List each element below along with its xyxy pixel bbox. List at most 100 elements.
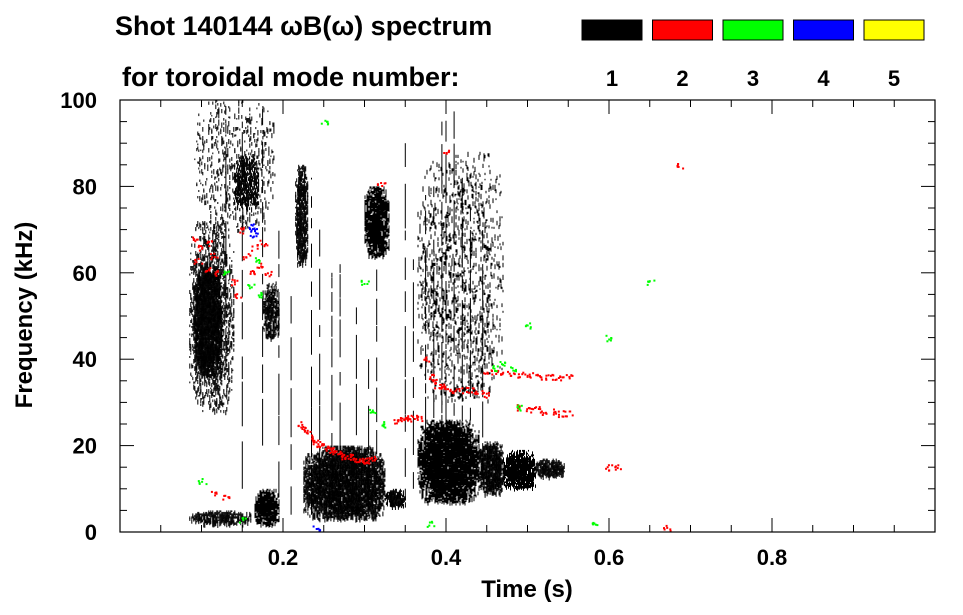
spectrum-cell-mode-1 [230,516,232,519]
spectrum-cell-mode-1 [302,227,304,232]
spectrum-cell-mode-1 [202,381,204,386]
spectrum-cell-mode-1 [199,308,201,310]
spectrum-cell-mode-1 [210,350,212,353]
spectrum-cell-mode-1 [306,496,308,500]
spectrum-cell-mode-1 [268,523,270,528]
spectrum-cell-mode-1 [213,383,215,385]
spectrum-cell-mode-1 [297,191,299,196]
spectrum-cell-mode-1 [232,275,234,279]
spectrum-cell-mode-1 [221,374,223,377]
spectrum-cell-mode-1 [303,164,305,168]
spectrum-cell-mode-1 [191,318,193,324]
spectrum-cell-mode-1 [266,523,268,527]
spectrum-cell-mode-1 [220,224,222,226]
spectrum-cell-mode-1 [202,342,204,347]
spectrum-cell-mode-1 [195,519,197,525]
spectrum-cell-mode-1 [209,287,211,289]
spectrum-cell-mode-1 [209,324,211,327]
spectrum-cell-mode-1 [207,393,209,397]
spectrum-cell-mode-1 [217,360,219,365]
spectrum-cell-mode-1 [207,333,209,335]
spectrum-cell-mode-1 [215,402,217,407]
spectrum-cell-mode-1 [303,508,305,514]
spectrum-cell-mode-1 [247,160,249,166]
spectrum-cell-mode-1 [267,517,269,520]
spectrum-cell-mode-1 [211,358,213,362]
spectrum-cell-mode-1 [310,493,312,496]
spectrum-cell-mode-1 [223,389,225,392]
spectrum-cell-mode-1 [305,226,307,229]
spectrum-cell-mode-1 [265,494,267,497]
spectrum-cell-mode-1 [304,176,306,180]
spectrum-cell-mode-1 [215,380,217,384]
spectrum-cell-mode-1 [243,159,245,162]
spectrum-cell-mode-1 [272,335,274,339]
spectrum-cell-mode-1 [219,369,221,375]
spectrum-cell-mode-1 [217,246,219,249]
spectrum-cell-mode-1 [197,283,199,287]
spectrum-cell-mode-1 [230,360,232,365]
spectrum-cell-mode-1 [303,238,305,242]
spectrum-cell-mode-1 [302,223,304,226]
spectrum-cell-mode-1 [295,199,297,203]
spectrum-cell-mode-1 [189,333,191,336]
spectrum-cell-mode-1 [208,369,210,372]
spectrum-cell-mode-1 [213,278,215,283]
spectrum-cell-mode-1 [215,360,217,364]
spectrum-cell-mode-1 [255,180,257,183]
spectrum-cell-mode-1 [252,162,254,165]
spectrum-cell-mode-1 [267,296,269,300]
spectrum-cell-mode-1 [211,282,213,284]
spectrum-cell-mode-1 [214,522,216,527]
spectrum-cell-mode-1 [212,306,214,309]
spectrum-cell-mode-1 [216,292,218,295]
spectrum-cell-mode-1 [203,268,205,274]
spectrum-cell-mode-1 [198,302,200,305]
spectrum-cell-mode-1 [196,308,198,313]
spectrum-cell-mode-1 [249,165,251,168]
spectrum-cell-mode-1 [297,220,299,223]
spectrum-cell-mode-1 [301,184,303,187]
spectrum-cell-mode-1 [269,497,271,501]
spectrum-cell-mode-1 [199,392,201,397]
spectrum-cell-mode-1 [223,233,225,239]
spectrum-cell-mode-1 [201,398,203,400]
spectrum-cell-mode-1 [232,338,234,340]
spectrum-cell-mode-1 [196,319,198,323]
spectrum-cell-mode-1 [251,195,253,199]
spectrum-cell-mode-1 [206,286,208,289]
spectrum-cell-mode-1 [217,267,219,270]
spectrum-cell-mode-1 [228,228,230,232]
spectrum-cell-mode-1 [268,505,270,508]
spectrum-cell-mode-1 [206,333,208,336]
spectrum-cell-mode-1 [209,374,211,378]
spectrum-cell-mode-1 [271,506,273,510]
spectrum-cell-mode-1 [277,505,279,510]
spectrum-cell-mode-1 [306,498,308,500]
spectrum-cell-mode-1 [306,212,308,215]
spectrum-cell-mode-1 [305,181,307,183]
spectrum-cell-mode-1 [221,269,223,275]
spectrum-cell-mode-1 [215,252,217,257]
spectrum-cell-mode-1 [198,387,200,392]
spectrum-cell-mode-1 [312,516,314,521]
spectrum-cell-mode-1 [205,363,207,367]
spectrum-cell-mode-1 [223,374,225,377]
spectrum-cell-mode-1 [203,291,205,296]
spectrum-cell-mode-1 [250,514,252,517]
spectrum-cell-mode-1 [247,172,249,176]
spectrum-cell-mode-1 [201,324,203,330]
spectrum-cell-mode-1 [308,465,310,469]
spectrum-cell-mode-1 [250,201,252,203]
spectrum-cell-mode-1 [304,469,306,476]
spectrum-cell-mode-1 [271,329,273,332]
spectrum-cell-mode-1 [265,294,267,298]
spectrum-cell-mode-1 [306,483,308,488]
spectrum-cell-mode-1 [307,495,309,499]
spectrum-cell-mode-1 [307,191,309,194]
spectrum-cell-mode-1 [275,318,277,325]
spectrum-cell-mode-1 [247,198,249,201]
spectrum-cell-mode-1 [197,329,199,332]
spectrum-cell-mode-1 [214,294,216,298]
spectrum-cell-mode-1 [220,410,222,413]
